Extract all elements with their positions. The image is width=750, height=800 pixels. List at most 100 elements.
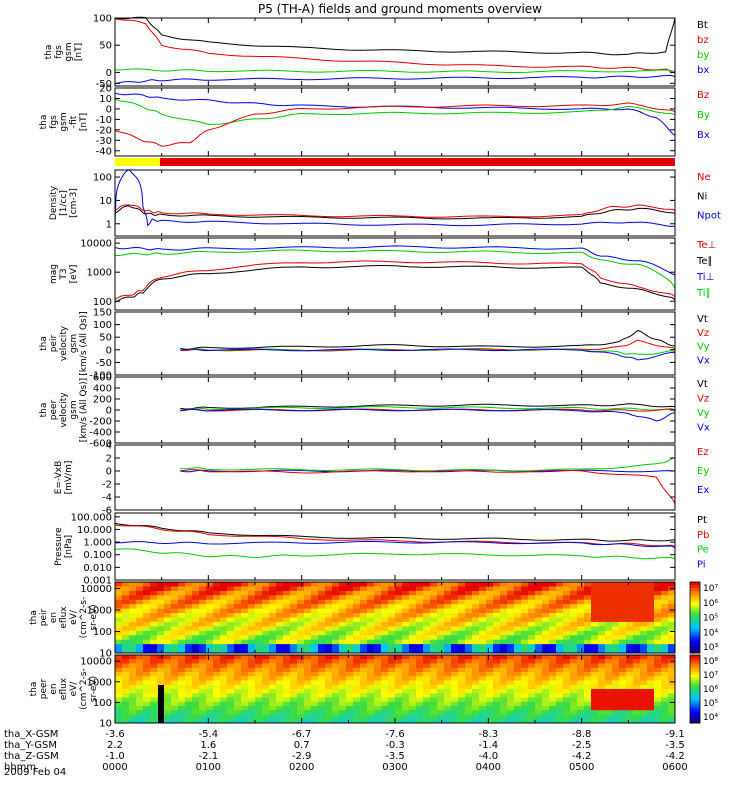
heat-cell <box>556 595 564 601</box>
heat-cell <box>409 630 417 636</box>
heat-cell <box>416 604 424 610</box>
heat-cell <box>143 621 151 627</box>
heat-cell <box>374 617 382 623</box>
heat-cell <box>220 586 228 592</box>
heat-cell <box>570 639 578 645</box>
heat-cell <box>521 680 529 686</box>
heat-cell <box>493 621 501 627</box>
heat-cell <box>311 693 319 698</box>
heat-cell <box>402 693 410 698</box>
heat-cell <box>514 648 522 654</box>
heat-cell <box>563 718 571 724</box>
heat-cell <box>577 710 585 715</box>
y-tick-label: -600 <box>89 439 112 450</box>
heat-cell <box>619 667 627 673</box>
heat-cell <box>437 599 445 605</box>
heat-cell <box>290 590 298 596</box>
x-axis-value: 2.2 <box>107 740 123 751</box>
heat-cell <box>297 680 305 686</box>
heat-cell <box>234 655 242 660</box>
heat-cell <box>304 714 312 720</box>
heat-cell <box>234 595 242 601</box>
heat-cell <box>206 590 214 596</box>
heat-cell <box>115 621 123 627</box>
heat-cell <box>353 635 361 641</box>
heat-cell <box>360 693 368 698</box>
heat-cell <box>514 608 522 614</box>
heat-cell <box>451 693 459 698</box>
heat-cell <box>318 621 326 627</box>
heat-cell <box>353 599 361 605</box>
heat-cell <box>150 689 158 694</box>
heat-cell <box>374 667 382 673</box>
heat-cell <box>143 693 151 698</box>
heat-cell <box>129 693 137 698</box>
heat-cell <box>528 586 536 592</box>
heat-cell <box>164 621 172 627</box>
heat-cell <box>241 663 249 669</box>
heat-cell <box>535 608 543 614</box>
y-axis-label-line: T3 <box>59 268 69 280</box>
heat-cell <box>605 714 613 720</box>
heat-cell <box>269 595 277 601</box>
heat-cell <box>465 697 473 703</box>
heat-cell <box>381 701 389 707</box>
heat-cell <box>584 630 592 636</box>
heat-cell <box>332 667 340 673</box>
heat-cell <box>185 655 193 660</box>
heat-cell <box>521 639 529 645</box>
heat-cell <box>367 684 375 690</box>
series-line-1 <box>180 403 676 410</box>
heat-cell <box>213 621 221 627</box>
colorbar-swatch <box>690 677 700 681</box>
heat-cell <box>192 586 200 592</box>
heat-cell <box>269 659 277 664</box>
series-line-2 <box>180 339 676 352</box>
heat-cell <box>269 644 277 650</box>
heat-cell <box>395 684 403 690</box>
heat-cell <box>409 590 417 596</box>
heat-cell <box>297 676 305 681</box>
heat-cell <box>290 586 298 592</box>
heat-cell <box>318 701 326 707</box>
heat-cell <box>213 701 221 707</box>
heat-cell <box>283 617 291 623</box>
heat-cell <box>570 648 578 654</box>
heat-cell <box>612 689 620 694</box>
heat-cell <box>612 604 620 610</box>
heat-cell <box>549 659 557 664</box>
heat-cell <box>136 599 144 605</box>
heat-cell <box>262 697 270 703</box>
heat-cell <box>220 697 228 703</box>
colorbar-swatch <box>690 617 700 621</box>
heat-cell <box>654 706 662 711</box>
heat-cell <box>297 608 305 614</box>
heat-cell <box>129 599 137 605</box>
heat-cell <box>227 639 235 645</box>
heat-cell <box>262 608 270 614</box>
heat-cell <box>535 613 543 618</box>
heat-cell <box>178 613 186 618</box>
heat-cell <box>416 599 424 605</box>
heat-cell <box>171 684 179 690</box>
heat-cell <box>591 648 599 654</box>
heat-cell <box>451 617 459 623</box>
heat-cell <box>640 684 648 690</box>
heat-cell <box>444 644 452 650</box>
heat-cell <box>444 701 452 707</box>
heat-cell <box>430 697 438 703</box>
y-tick-label: 10000 <box>80 584 112 595</box>
heat-cell <box>353 680 361 686</box>
legend-entry: Pe <box>697 545 709 556</box>
heat-cell <box>122 701 130 707</box>
series-line-1 <box>114 245 676 276</box>
heat-cell <box>514 659 522 664</box>
heat-cell <box>129 590 137 596</box>
heat-cell <box>528 639 536 645</box>
heat-cell <box>171 718 179 724</box>
heat-cell <box>276 689 284 694</box>
heat-cell <box>465 659 473 664</box>
heat-cell <box>213 644 221 650</box>
heat-cell <box>136 676 144 681</box>
heat-cell <box>640 590 648 596</box>
